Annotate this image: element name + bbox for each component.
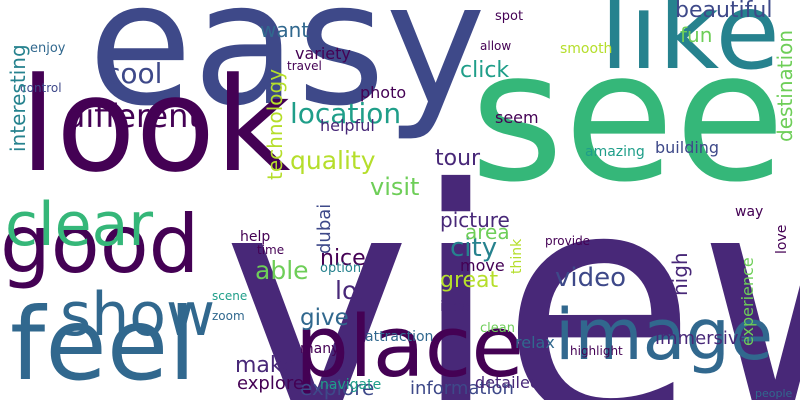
word-video: video: [555, 263, 627, 293]
word-city: city: [450, 233, 498, 263]
word-show: show: [60, 280, 216, 350]
word-spot: spot: [495, 9, 524, 24]
word-detailed: detailed: [475, 373, 540, 392]
word-explore: explore: [300, 376, 375, 400]
word-variety: variety: [295, 44, 351, 63]
word-zoom: zoom: [212, 309, 245, 323]
word-feel: feel: [10, 286, 197, 400]
word-different: different: [65, 97, 201, 135]
word-like: like: [600, 0, 781, 93]
word-way: way: [735, 204, 764, 220]
word-high: high: [668, 252, 692, 296]
word-place: place: [295, 298, 524, 397]
word-travel: travel: [287, 59, 322, 73]
word-explore: explore: [237, 373, 304, 394]
word-help: help: [240, 229, 271, 245]
word-fun: fun: [680, 23, 713, 47]
word-allow: allow: [480, 39, 512, 53]
word-attraction: attraction: [365, 329, 434, 345]
word-cool: cool: [105, 57, 163, 90]
word-tour: tour: [435, 146, 481, 171]
word-helpful: helpful: [320, 116, 375, 135]
word-look: look: [20, 49, 291, 201]
word-beautiful: beautiful: [675, 0, 773, 23]
word-building: building: [655, 138, 720, 157]
word-many: many: [300, 341, 340, 357]
word-navigate: navigate: [320, 377, 382, 393]
word-destination: destination: [773, 29, 797, 142]
word-nice: nice: [320, 246, 366, 271]
word-option: option: [320, 261, 362, 276]
word-time: time: [257, 243, 285, 257]
word-idea: idea: [440, 299, 470, 315]
word-information: information: [410, 378, 514, 399]
word-want: want: [260, 18, 310, 42]
word-amazing: amazing: [585, 144, 645, 160]
word-picture: picture: [440, 208, 510, 232]
word-area: area: [465, 220, 510, 244]
word-control: control: [20, 81, 62, 95]
word-good: good: [0, 198, 200, 291]
word-interesting: interesting: [6, 44, 30, 152]
word-clear: clear: [5, 190, 154, 260]
word-make: make: [235, 353, 296, 378]
word-provide: provide: [545, 234, 591, 248]
word-seem: seem: [495, 108, 539, 127]
word-scene: scene: [212, 289, 248, 303]
word-click: click: [460, 58, 510, 83]
word-think: think: [509, 238, 525, 274]
word-love: love: [774, 224, 790, 254]
word-technology: technology: [263, 68, 287, 180]
word-highlight: highlight: [570, 344, 623, 358]
word-great: great: [440, 268, 499, 293]
word-immersive: immersive: [655, 328, 750, 349]
word-view: view: [222, 122, 800, 400]
word-clean: clean: [480, 321, 515, 336]
word-people: people: [755, 387, 793, 400]
word-dubai: dubai: [314, 203, 335, 254]
word-lot: lot: [335, 276, 368, 305]
word-experience: experience: [738, 257, 757, 346]
word-enjoy: enjoy: [30, 41, 66, 56]
word-image: image: [555, 294, 774, 376]
word-see: see: [470, 13, 786, 222]
word-visit: visit: [370, 173, 420, 201]
word-easy: easy: [88, 0, 486, 144]
word-able: able: [255, 256, 309, 285]
word-quality: quality: [290, 146, 376, 175]
word-location: location: [290, 97, 402, 130]
word-photo: photo: [360, 83, 407, 102]
word-move: move: [460, 256, 505, 275]
word-give: give: [300, 305, 349, 331]
word-smooth: smooth: [560, 41, 613, 57]
word-relax: relax: [515, 333, 555, 352]
